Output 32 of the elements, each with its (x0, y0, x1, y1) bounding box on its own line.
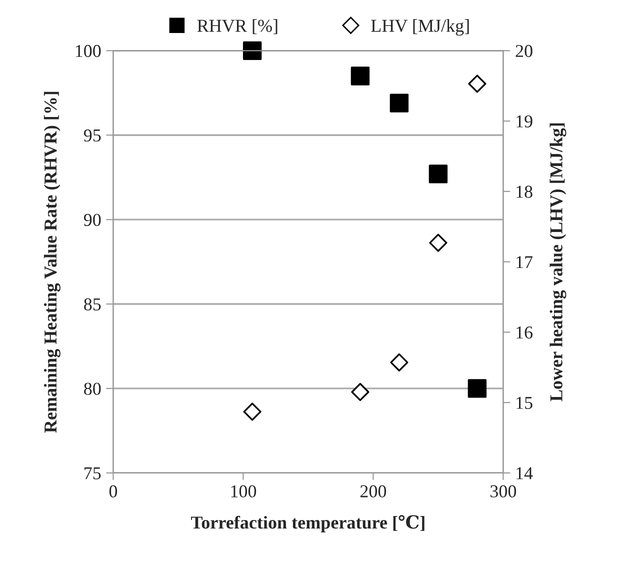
point (390, 353, 408, 372)
y-tick-label: 95 (84, 129, 101, 142)
y2-tick-label: 16 (516, 326, 533, 339)
y2-axis-title: Lower heating value (LHV) [MJ/kg] (550, 123, 566, 402)
point (351, 382, 370, 402)
y2-tick-label: 14 (516, 467, 533, 480)
y-tick-label: 75 (84, 467, 101, 480)
point (242, 41, 262, 60)
y-tick-label: 90 (84, 214, 101, 226)
y-tick-label: 80 (84, 382, 101, 395)
legend-label: LHV [MJ/kg] (371, 19, 469, 36)
point (468, 379, 487, 398)
y-tick-label: 85 (84, 298, 101, 310)
point (243, 402, 262, 421)
x-tick-label: 300 (490, 485, 516, 498)
point (429, 234, 448, 252)
point (350, 66, 370, 86)
legend-label: RHVR [%] (197, 19, 278, 34)
point (468, 74, 486, 93)
y-tick-label: 100 (76, 44, 101, 58)
y2-tick-label: 17 (516, 256, 533, 268)
point (390, 94, 409, 112)
y2-tick-label: 15 (516, 396, 532, 409)
y-axis-title: Remaining Heating Value Rate (RHVR) [%] (44, 92, 60, 433)
y2-tick-label: 19 (516, 115, 532, 128)
x-axis-title: Torrefaction temperature [℃] (191, 514, 424, 532)
x-tick-label: 0 (109, 485, 118, 498)
y2-tick-label: 18 (516, 186, 532, 198)
point (428, 164, 448, 184)
x-tick-label: 200 (360, 485, 386, 498)
y2-tick-label: 20 (516, 44, 532, 58)
x-tick-label: 100 (231, 485, 256, 498)
